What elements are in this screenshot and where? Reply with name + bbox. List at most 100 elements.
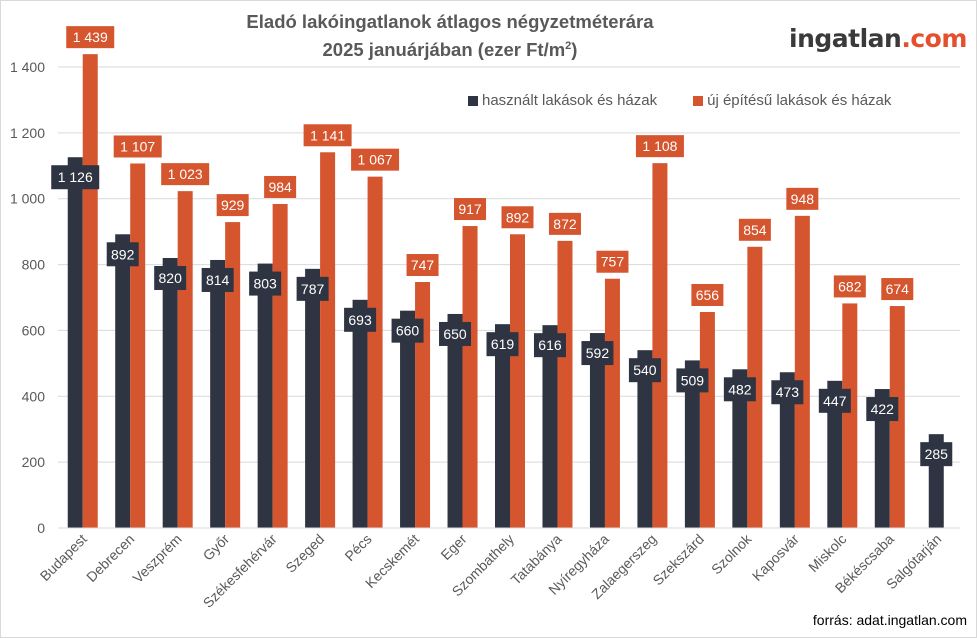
bar-used [542, 325, 558, 528]
bar-new [557, 240, 573, 528]
bar-used [827, 380, 843, 528]
chart-title-line1: Eladó lakóingatlanok átlagos négyzetméte… [246, 11, 654, 32]
data-label-box-used [920, 442, 953, 467]
y-tick-label: 1 000 [10, 191, 45, 207]
x-tick-label: Debrecen [83, 531, 137, 585]
data-label-box-used [818, 388, 851, 413]
y-tick-label: 1 400 [10, 59, 45, 75]
data-label-box-new [596, 250, 629, 273]
data-label-used: 285 [925, 446, 949, 462]
x-tick-label: Budapest [37, 531, 90, 584]
data-label-used: 803 [253, 276, 277, 292]
data-label-used: 616 [538, 337, 562, 353]
legend-label-used: használt lakások és házak [482, 92, 658, 109]
data-label-new: 1 141 [310, 127, 345, 143]
data-label-used: 592 [586, 345, 610, 361]
data-label-box-new [881, 278, 914, 301]
data-label-used: 892 [111, 246, 135, 262]
data-label-box-used [201, 267, 234, 292]
chart-title-line2: 2025 januárjában (ezer Ft/m2) [322, 39, 578, 61]
data-label-box-new [548, 212, 581, 235]
data-label-box-used [533, 333, 566, 358]
bar-used [210, 259, 226, 528]
data-label-new: 1 023 [168, 166, 203, 182]
bar-new [177, 191, 193, 528]
data-label-box-used [676, 368, 709, 393]
y-tick-label: 0 [37, 520, 45, 536]
data-label-new: 747 [411, 257, 435, 273]
data-label-new: 1 439 [73, 29, 108, 45]
y-tick-label: 400 [22, 388, 46, 404]
data-label-used: 693 [348, 312, 372, 328]
data-label-new: 984 [268, 179, 292, 195]
data-label-box-new [113, 135, 162, 158]
bar-used [305, 268, 321, 528]
data-label-new: 929 [221, 197, 245, 213]
data-label-used: 787 [301, 281, 325, 297]
bar-new [130, 163, 146, 528]
x-tick-label: Pécs [341, 531, 374, 564]
data-label-box-new [454, 198, 487, 221]
bar-used [495, 324, 510, 528]
bar-new [367, 176, 383, 528]
x-tick-label: Szolnok [708, 530, 755, 577]
data-label-box-new [351, 148, 400, 171]
data-label-box-used [439, 321, 472, 346]
data-label-box-used [723, 377, 756, 402]
bar-used [779, 372, 795, 528]
bar-used [115, 234, 131, 528]
bar-used [447, 313, 463, 528]
data-label-box-new [66, 26, 115, 49]
bar-used [732, 369, 748, 528]
source-note: forrás: adat.ingatlan.com [812, 612, 967, 628]
data-label-used: 650 [443, 326, 467, 342]
data-label-box-new [833, 275, 866, 298]
data-label-box-used [866, 397, 899, 422]
chart-title: Eladó lakóingatlanok átlagos négyzetméte… [180, 9, 720, 62]
data-label-used: 509 [681, 372, 705, 388]
data-label-used: 422 [871, 401, 895, 417]
bar-new [320, 152, 336, 528]
x-tick-label: Szeged [282, 531, 327, 576]
data-label-used: 820 [159, 270, 183, 286]
data-label-box-used [249, 271, 282, 296]
data-label-box-used [106, 242, 139, 267]
x-tick-label: Veszprém [129, 531, 184, 586]
legend-swatch-new [693, 95, 704, 106]
bar-new [794, 215, 810, 528]
data-label-new: 682 [838, 278, 862, 294]
data-label-new: 854 [743, 222, 767, 238]
x-tick-label: Eger [437, 531, 469, 563]
data-label-box-used [581, 341, 614, 366]
bar-used [637, 350, 653, 528]
data-label-used: 540 [633, 362, 657, 378]
data-label-box-used [296, 276, 329, 301]
bar-new [225, 222, 241, 528]
data-label-box-used [771, 380, 804, 405]
y-tick-label: 600 [22, 322, 46, 338]
x-tick-label: Szekszárd [649, 531, 707, 589]
data-label-new: 757 [601, 254, 625, 270]
data-label-used: 473 [776, 384, 800, 400]
x-tick-label: Kaposvár [749, 531, 802, 584]
data-label-new: 892 [506, 209, 530, 225]
data-label-box-new [691, 283, 724, 306]
data-label-used: 660 [396, 323, 420, 339]
data-label-new: 1 108 [642, 138, 677, 154]
legend-swatch-used [468, 95, 478, 106]
data-label-box-new [406, 254, 439, 277]
bar-used [589, 333, 605, 528]
bar-new [604, 278, 620, 528]
data-label-box-new [264, 175, 297, 198]
y-tick-label: 1 200 [10, 125, 45, 141]
data-label-box-new [303, 124, 352, 147]
bar-new [462, 226, 478, 529]
data-label-box-new [216, 194, 249, 217]
data-label-box-used [154, 265, 187, 290]
data-label-new: 674 [886, 281, 910, 297]
data-label-used: 1 126 [58, 169, 93, 185]
data-label-used: 619 [491, 336, 515, 352]
data-label-box-used [51, 165, 100, 190]
bar-used [352, 299, 368, 528]
data-label-new: 948 [791, 191, 815, 207]
